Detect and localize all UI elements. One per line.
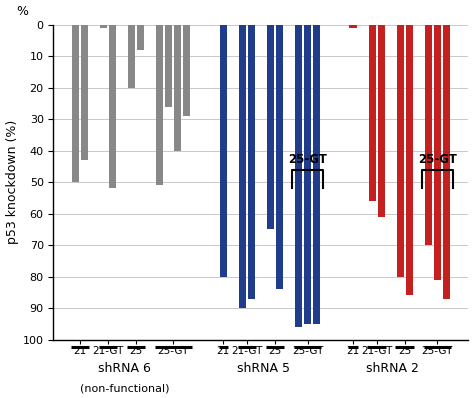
Bar <box>72 25 79 182</box>
Bar <box>174 25 182 150</box>
Text: shRNA 2: shRNA 2 <box>366 361 419 375</box>
Bar <box>349 25 356 28</box>
Text: 25-GT: 25-GT <box>418 153 457 166</box>
Bar <box>397 25 404 277</box>
Bar <box>434 25 441 280</box>
Bar <box>183 25 191 116</box>
Bar <box>406 25 413 295</box>
Text: (non-functional): (non-functional) <box>80 384 169 394</box>
Bar <box>304 25 311 324</box>
Bar <box>295 25 302 327</box>
Y-axis label: p53 knockdown (%): p53 knockdown (%) <box>6 120 18 244</box>
Text: shRNA 6: shRNA 6 <box>98 361 151 375</box>
Text: 25-GT: 25-GT <box>288 153 327 166</box>
Bar <box>276 25 283 289</box>
Bar <box>425 25 432 245</box>
Bar <box>378 25 385 217</box>
Bar <box>443 25 450 298</box>
Bar <box>369 25 376 201</box>
Bar <box>165 25 173 107</box>
Bar <box>267 25 274 229</box>
Bar <box>156 25 164 185</box>
Bar <box>100 25 107 28</box>
Bar <box>128 25 135 88</box>
Text: shRNA 5: shRNA 5 <box>237 361 290 375</box>
Bar <box>109 25 116 188</box>
Bar <box>248 25 255 298</box>
Text: %: % <box>16 6 28 18</box>
Bar <box>220 25 227 277</box>
Bar <box>81 25 88 160</box>
Bar <box>239 25 246 308</box>
Bar <box>137 25 144 50</box>
Bar <box>313 25 320 324</box>
